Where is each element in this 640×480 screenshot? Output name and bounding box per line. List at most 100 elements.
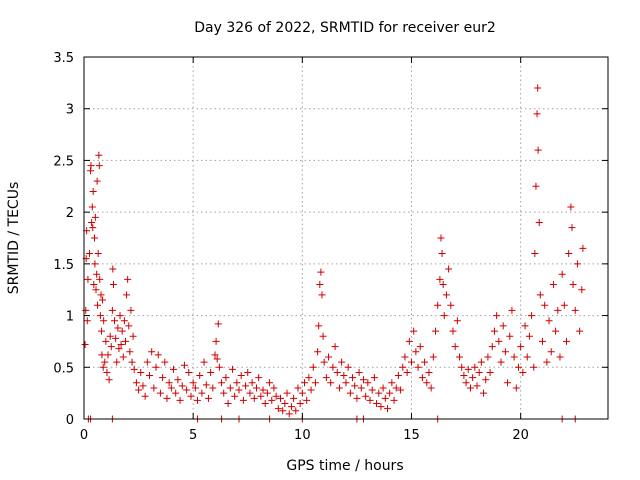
data-point	[132, 379, 140, 387]
data-point	[93, 177, 101, 185]
data-point	[512, 384, 520, 392]
data-point	[135, 386, 143, 394]
data-point	[533, 110, 541, 118]
data-point	[569, 281, 577, 289]
data-point	[103, 368, 111, 376]
y-tick-label: 1	[66, 310, 74, 325]
data-point	[183, 386, 191, 394]
data-point	[97, 327, 105, 335]
data-point	[119, 353, 127, 361]
data-point	[143, 358, 151, 366]
data-point	[504, 379, 512, 387]
data-point	[480, 389, 488, 397]
data-point	[198, 389, 206, 397]
y-tick-label: 0	[66, 413, 74, 428]
data-point	[353, 394, 361, 402]
data-point	[355, 368, 363, 376]
data-point	[214, 320, 222, 328]
data-point	[176, 396, 184, 404]
data-point	[89, 187, 97, 195]
data-point	[104, 351, 112, 359]
data-point	[320, 358, 328, 366]
data-point	[408, 358, 415, 366]
data-point	[102, 337, 110, 345]
data-point	[82, 306, 90, 314]
data-point	[535, 218, 543, 226]
data-point	[189, 379, 197, 387]
data-point	[226, 384, 234, 392]
data-point	[469, 374, 477, 382]
plot-frame	[83, 56, 609, 420]
data-point	[96, 312, 104, 320]
data-point	[170, 365, 178, 373]
data-point	[325, 353, 333, 361]
data-point	[130, 365, 138, 373]
data-point	[497, 358, 505, 366]
x-tick-label: 5	[189, 428, 197, 443]
data-point	[317, 268, 325, 276]
data-point	[283, 389, 291, 397]
data-point	[392, 384, 400, 392]
data-point	[549, 281, 557, 289]
data-point	[534, 146, 542, 154]
data-point	[88, 218, 96, 226]
data-point	[462, 379, 470, 387]
data-points	[81, 84, 587, 423]
data-point	[272, 392, 280, 400]
data-point	[388, 379, 396, 387]
data-point	[475, 368, 483, 376]
data-point	[259, 386, 267, 394]
data-point	[482, 376, 490, 384]
data-point	[85, 250, 93, 258]
data-point	[438, 250, 446, 258]
data-point	[228, 365, 236, 373]
y-axis-label: SRMTID / TECUs	[6, 182, 22, 295]
data-point	[244, 368, 252, 376]
data-point	[493, 312, 501, 320]
data-point	[432, 327, 440, 335]
data-point	[368, 386, 376, 394]
x-tick-label: 0	[80, 428, 88, 443]
data-point	[268, 396, 276, 404]
data-point	[303, 396, 311, 404]
data-point	[397, 386, 405, 394]
data-point	[436, 275, 444, 283]
data-point	[429, 353, 437, 361]
data-point	[439, 281, 447, 289]
data-point	[91, 260, 99, 268]
data-point	[99, 363, 107, 371]
data-point	[107, 343, 115, 351]
data-point	[261, 399, 269, 407]
data-point	[471, 363, 479, 371]
data-point	[242, 382, 250, 390]
data-point	[488, 343, 496, 351]
data-point	[91, 213, 99, 221]
chart-title: Day 326 of 2022, SRMTID for receiver eur…	[194, 20, 496, 36]
data-point	[114, 324, 122, 332]
data-point	[98, 351, 106, 359]
data-point	[552, 327, 560, 335]
data-point	[120, 317, 128, 325]
data-point	[118, 327, 126, 335]
data-point	[148, 348, 156, 356]
data-point	[322, 374, 330, 382]
data-point	[209, 384, 217, 392]
data-point	[349, 374, 357, 382]
data-point	[556, 353, 564, 361]
data-point	[327, 379, 335, 387]
data-point	[499, 322, 507, 330]
data-point	[405, 337, 413, 345]
data-point	[252, 384, 260, 392]
data-point	[403, 368, 411, 376]
data-point	[458, 363, 466, 371]
data-point	[191, 384, 199, 392]
data-point	[351, 382, 359, 390]
data-point	[121, 337, 129, 345]
data-point	[357, 384, 365, 392]
data-point	[233, 379, 241, 387]
x-tick-label: 15	[403, 428, 420, 443]
data-point	[237, 372, 245, 380]
data-point	[250, 394, 258, 402]
data-point	[344, 363, 352, 371]
